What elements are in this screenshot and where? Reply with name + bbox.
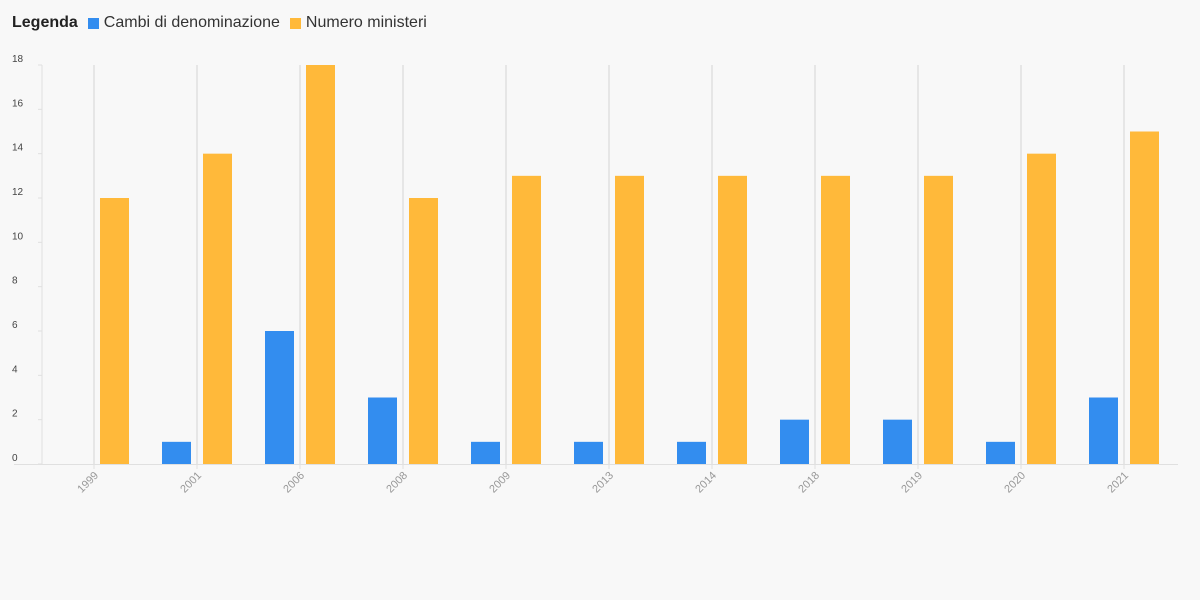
y-tick-label: 16 <box>12 98 24 109</box>
bar-cambi <box>780 419 809 464</box>
legend-label-ministeri: Numero ministeri <box>305 14 427 31</box>
bar-cambi <box>471 441 500 464</box>
x-tick-label: 2006 <box>281 470 307 496</box>
bar-cambi <box>368 397 397 464</box>
legend-title: Legenda <box>12 14 78 31</box>
legend-item-cambi[interactable]: Cambi di denominazione <box>87 14 280 32</box>
y-tick-label: 2 <box>12 409 18 420</box>
chart-legend: Legenda Cambi di denominazione Numero mi… <box>12 14 427 32</box>
x-tick-label: 2001 <box>178 470 204 496</box>
bar-cambi <box>1089 397 1118 464</box>
y-tick-label: 0 <box>12 453 18 464</box>
bar-ministeri <box>615 175 644 465</box>
bar-ministeri <box>718 175 747 465</box>
x-tick-label: 2019 <box>899 470 925 496</box>
bar-ministeri <box>1027 153 1056 464</box>
bar-ministeri <box>409 198 438 464</box>
bar-ministeri <box>203 153 232 464</box>
legend-swatch-ministeri <box>289 17 301 29</box>
legend-label-cambi: Cambi di denominazione <box>103 14 280 31</box>
bar-cambi <box>574 441 603 464</box>
x-tick-label: 2020 <box>1002 470 1028 496</box>
bar-cambi <box>677 441 706 464</box>
bar-ministeri <box>821 175 850 465</box>
x-tick-label: 2014 <box>693 470 719 496</box>
bar-cambi <box>265 331 294 464</box>
bar-ministeri <box>924 175 953 465</box>
y-tick-label: 8 <box>12 276 18 287</box>
y-tick-label: 12 <box>12 187 24 198</box>
legend-swatch-cambi <box>87 17 99 29</box>
x-tick-label: 2013 <box>590 470 616 496</box>
x-tick-label: 2018 <box>796 470 822 496</box>
x-tick-label: 2009 <box>487 470 513 496</box>
bar-ministeri <box>512 175 541 465</box>
bar-ministeri <box>100 198 129 464</box>
bar-ministeri <box>1130 131 1159 464</box>
y-tick-label: 14 <box>12 143 24 154</box>
y-tick-label: 10 <box>12 231 24 242</box>
legend-item-ministeri[interactable]: Numero ministeri <box>289 14 427 32</box>
x-tick-label: 1999 <box>75 470 101 496</box>
y-tick-label: 6 <box>12 320 18 331</box>
bar-cambi <box>883 419 912 464</box>
bar-cambi <box>986 441 1015 464</box>
x-tick-label: 2008 <box>384 470 410 496</box>
bar-cambi <box>162 441 191 464</box>
y-tick-label: 18 <box>12 54 24 65</box>
x-tick-label: 2021 <box>1105 470 1131 496</box>
y-tick-label: 4 <box>12 364 18 375</box>
bar-ministeri <box>306 65 335 464</box>
